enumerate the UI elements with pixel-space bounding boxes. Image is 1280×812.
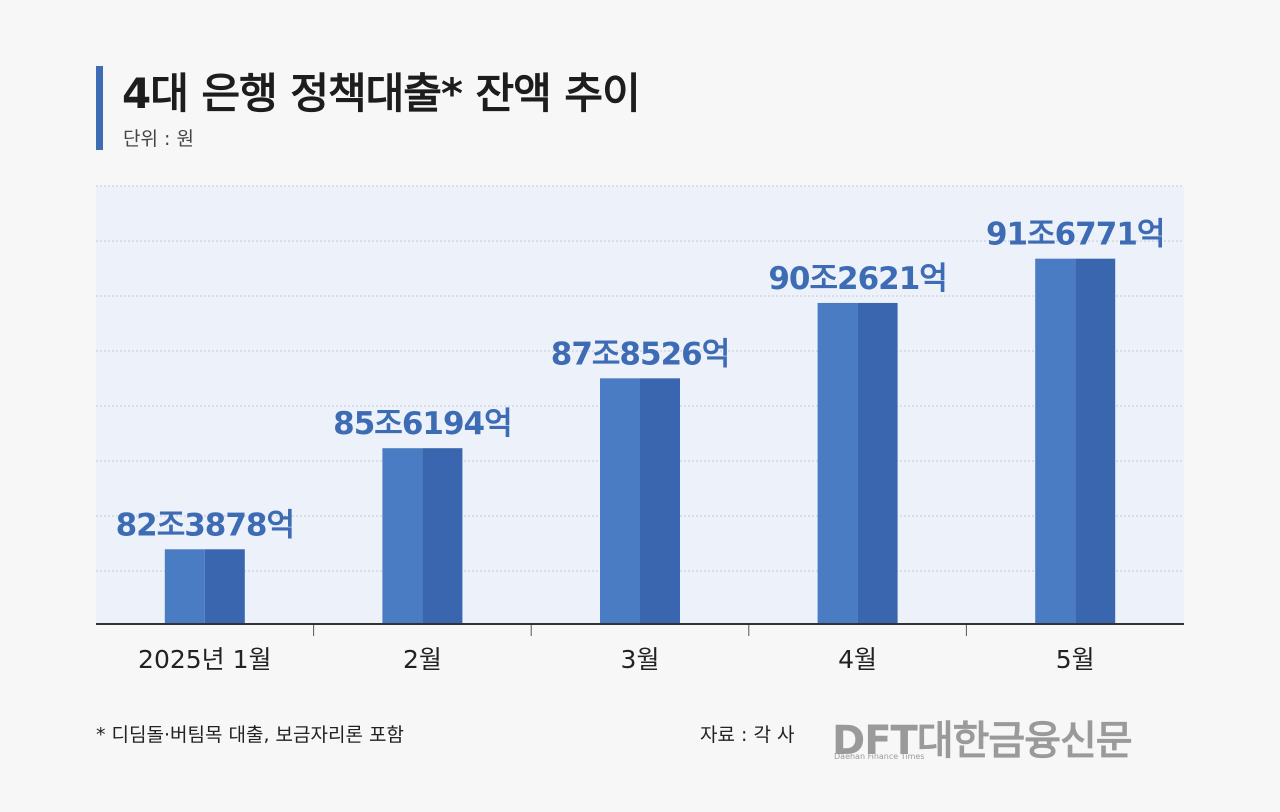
data-label: 90조2621억	[768, 261, 946, 297]
publisher-logo: DFT대한금융신문 Daehan Finance Times	[832, 708, 1192, 764]
chart-title: 4대 은행 정책대출* 잔액 추이	[122, 69, 641, 118]
bar-left-half	[817, 302, 858, 624]
data-label: 87조8526억	[551, 336, 729, 372]
x-tick-label: 2월	[403, 645, 442, 674]
title-accent-bar	[96, 66, 103, 150]
logo-subtext: Daehan Finance Times	[834, 752, 925, 761]
data-label: 91조6771억	[986, 217, 1164, 253]
bar-left-half	[382, 448, 423, 624]
bar-chart: 82조3878억 2025년 1월 85조6194억 2월 87조8526억 3월 90조2…	[96, 185, 1184, 674]
bar-right-half	[422, 448, 463, 624]
x-tick-label: 3월	[621, 645, 660, 674]
bar-right-half	[204, 549, 245, 624]
bar-right-half	[640, 378, 680, 624]
x-tick-label: 5월	[1056, 645, 1095, 674]
data-label: 85조6194억	[333, 406, 511, 442]
logo-text: DFT대한금융신문	[832, 718, 1133, 764]
footnote: * 디딤돌·버팀목 대출, 보금자리론 포함	[96, 724, 404, 746]
source-label: 자료 : 각 사	[700, 724, 795, 746]
bar-left-half	[600, 378, 640, 624]
unit-label: 단위 : 원	[123, 128, 194, 150]
bar-left-half	[1035, 258, 1076, 624]
x-tick-label: 4월	[838, 645, 877, 674]
bar-right-half	[1075, 258, 1116, 624]
data-label: 82조3878억	[116, 507, 294, 543]
bar-right-half	[857, 302, 898, 624]
x-tick-label: 2025년 1월	[138, 645, 271, 674]
bar-left-half	[164, 549, 205, 624]
